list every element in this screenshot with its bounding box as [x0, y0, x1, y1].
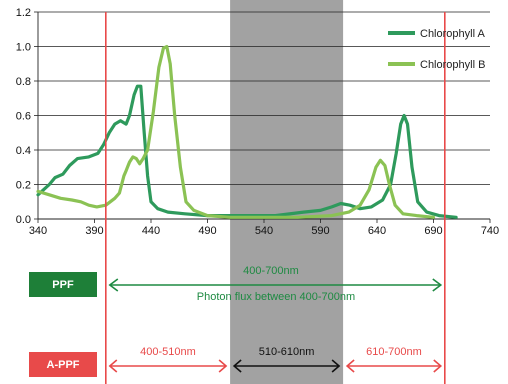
y-tick-label: 0.8	[16, 76, 31, 88]
series-line-chlorophyll-a	[36, 84, 458, 219]
y-tick-label: 1.2	[16, 7, 31, 19]
y-tick-label: 0.0	[16, 214, 31, 226]
x-tick-label: 440	[142, 225, 160, 237]
ppf-arrowhead-right	[432, 278, 443, 292]
ppf-arrowhead-left	[108, 278, 119, 292]
x-tick-label: 490	[198, 225, 216, 237]
x-tick-label: 640	[368, 225, 386, 237]
range-annotations: 400-700nm Photon flux between 400-700nm …	[108, 265, 443, 373]
appf-segment-label: 400-510nm	[140, 346, 196, 358]
appf-arrowhead-right	[433, 359, 443, 373]
appf-arrowhead-left	[232, 359, 242, 373]
ppf-range-subtitle: Photon flux between 400-700nm	[197, 291, 355, 303]
y-tick-label: 1.0	[16, 42, 31, 54]
y-tick-label: 0.4	[16, 145, 31, 157]
x-tick-label: 390	[85, 225, 103, 237]
x-tick-label: 590	[311, 225, 329, 237]
y-tick-label: 0.6	[16, 111, 31, 123]
appf-badge: A-PPF	[29, 352, 97, 377]
x-tick-label: 690	[424, 225, 442, 237]
appf-arrowhead-right	[218, 359, 228, 373]
x-tick-label: 340	[29, 225, 47, 237]
appf-arrowhead-left	[345, 359, 355, 373]
appf-arrowhead-right	[331, 359, 341, 373]
appf-segment: 400-510nm	[108, 346, 228, 373]
y-tick-label: 0.2	[16, 180, 31, 192]
appf-segment-label: 610-700nm	[366, 346, 422, 358]
appf-segment-label: 510-610nm	[259, 346, 315, 358]
ppf-badge: PPF	[29, 272, 97, 297]
x-tick-label: 740	[481, 225, 499, 237]
legend: Chlorophyll A Chlorophyll B	[388, 28, 485, 71]
x-tick-label: 540	[255, 225, 273, 237]
appf-arrowhead-left	[108, 359, 118, 373]
appf-segment: 610-700nm	[345, 346, 443, 373]
legend-label-chlorophyll-a: Chlorophyll A	[420, 28, 485, 40]
appf-segment: 510-610nm	[232, 346, 341, 373]
legend-label-chlorophyll-b: Chlorophyll B	[420, 59, 485, 71]
ppf-range-label: 400-700nm	[243, 265, 299, 277]
mid-band	[230, 0, 344, 384]
